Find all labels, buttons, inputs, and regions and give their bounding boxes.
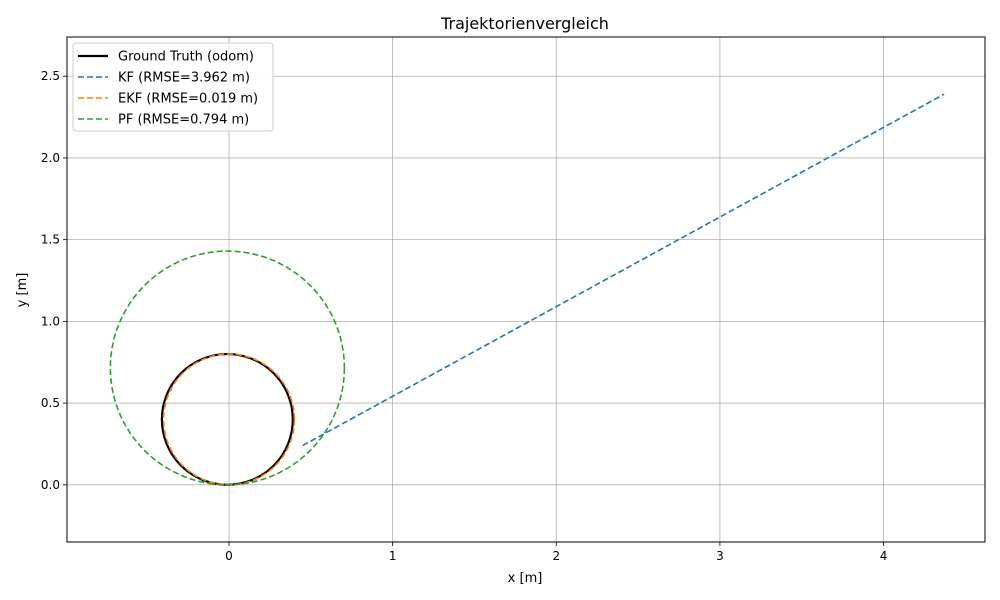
legend: Ground Truth (odom) KF (RMSE=3.962 m) EKF … xyxy=(72,42,274,132)
axis-ticks: 0 1 2 3 4 0.0 0.5 1.0 1.5 2.0 2.5 xyxy=(41,69,887,563)
y-axis-title: y [m] xyxy=(15,273,30,308)
x-tick-label: 0 xyxy=(225,549,233,563)
x-axis-title: x [m] xyxy=(508,571,543,586)
grid xyxy=(67,37,985,542)
y-tick-label: 2.0 xyxy=(41,151,60,165)
series-line-1 xyxy=(302,93,945,447)
y-tick-label: 0.5 xyxy=(41,396,60,410)
legend-label-0: Ground Truth (odom) xyxy=(118,50,254,65)
x-tick-label: 1 xyxy=(389,549,397,563)
y-tick-label: 2.5 xyxy=(41,69,60,83)
plot-series xyxy=(109,93,945,486)
series-line-3 xyxy=(109,250,346,486)
y-tick-label: 1.0 xyxy=(41,314,60,328)
legend-label-2: EKF (RMSE=0.019 m) xyxy=(118,92,258,107)
legend-label-3: PF (RMSE=0.794 m) xyxy=(118,113,249,128)
y-tick-label: 0.0 xyxy=(41,478,60,492)
legend-box xyxy=(72,42,274,132)
legend-label-1: KF (RMSE=3.962 m) xyxy=(118,71,250,86)
plot-frame xyxy=(66,36,986,543)
x-tick-label: 4 xyxy=(880,549,888,563)
x-tick-label: 2 xyxy=(552,549,560,563)
y-tick-label: 1.5 xyxy=(41,233,60,247)
x-tick-label: 3 xyxy=(716,549,724,563)
chart-title: Trajektorienvergleich xyxy=(440,14,609,33)
